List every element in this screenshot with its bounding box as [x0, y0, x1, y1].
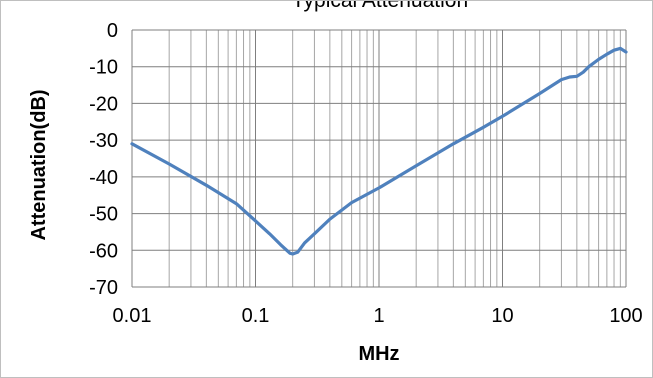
y-axis-title: Attenuation(dB) [28, 89, 50, 240]
y-tick-label: -10 [89, 57, 118, 79]
x-axis-title: MHz [358, 343, 399, 365]
y-tick-label: -30 [89, 130, 118, 152]
y-tick-label: -70 [89, 277, 118, 299]
x-tick-label: 10 [491, 305, 513, 327]
y-tick-label: 0 [107, 20, 118, 42]
x-tick-label: 0.1 [242, 305, 270, 327]
chart-title: Typical Attenuation [292, 1, 468, 12]
x-tick-label: 100 [609, 305, 642, 327]
y-tick-label: -40 [89, 167, 118, 189]
x-tick-label: 1 [373, 305, 384, 327]
series-line [130, 46, 628, 256]
y-tick-label: -20 [89, 93, 118, 115]
x-tick-label: 0.01 [113, 305, 152, 327]
y-tick-label: -50 [89, 204, 118, 226]
y-tick-label: -60 [89, 240, 118, 262]
